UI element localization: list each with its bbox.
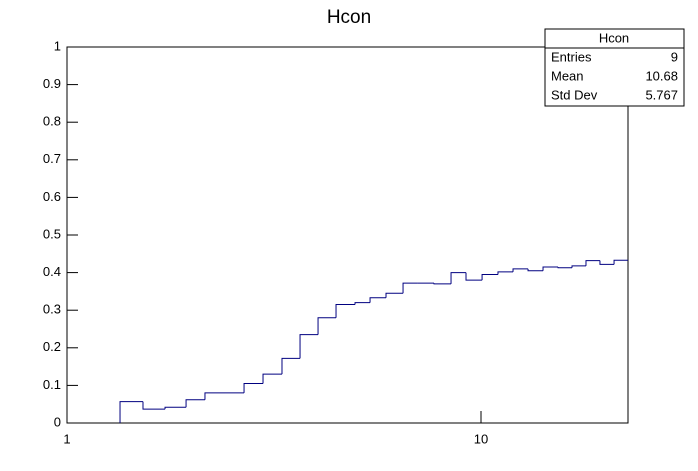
stats-label: Std Dev [551,87,598,102]
histogram-bin [433,283,452,285]
histogram-bin [243,383,264,393]
histogram-bin [262,373,282,384]
histogram-bin [450,272,467,284]
histogram-bin [369,297,387,303]
y-tick-label: 0.1 [43,377,61,392]
chart-title: Hcon [327,7,371,28]
histogram-bin [335,304,356,318]
histogram-bin [599,260,615,265]
histogram-bin [512,268,529,272]
y-tick-label: 0.6 [43,189,61,204]
histogram-bin [119,401,143,423]
histogram-bin [281,357,301,375]
stats-box: Hcon Entries 9 Mean 10.68 Std Dev 5.767 [544,28,685,107]
histogram-bin [385,292,404,298]
histogram-bin [527,268,544,272]
y-tick-label: 0.2 [43,339,61,354]
histogram-bin [299,334,319,359]
histogram-bin [185,399,205,408]
stats-value: 5.767 [645,87,678,102]
histogram-bin [585,260,600,266]
y-tick-label: 0.9 [43,76,61,91]
stats-label: Mean [551,68,584,83]
y-tick-label: 0.3 [43,302,61,317]
histogram-bin [497,271,514,275]
stats-frame [544,28,685,107]
histogram-bin [164,406,187,410]
stats-title: Hcon [599,30,629,45]
histogram-bin [317,317,337,335]
histogram-bin [481,273,498,281]
y-tick-label: 0.5 [43,226,61,241]
histogram-bin [204,392,226,400]
stats-label: Entries [551,49,592,64]
histogram-bin [613,259,628,265]
histogram-bin [142,401,166,410]
histogram-bin [354,302,371,305]
stats-value: 9 [671,49,678,64]
histogram-bin [402,282,418,294]
histogram-bin [465,272,483,281]
y-tick-label: 0.8 [43,114,61,129]
histogram-bin [557,266,573,269]
y-tick-label: 0.4 [43,264,61,279]
y-tick-label: 1 [54,38,61,53]
histogram-bin [571,265,586,268]
histogram-bin [542,266,559,271]
x-tick-label: 10 [474,431,488,446]
x-tick-label: 1 [63,431,70,446]
y-tick-label: 0.7 [43,151,61,166]
y-tick-label: 0 [54,414,61,429]
stats-value: 10.68 [645,68,678,83]
